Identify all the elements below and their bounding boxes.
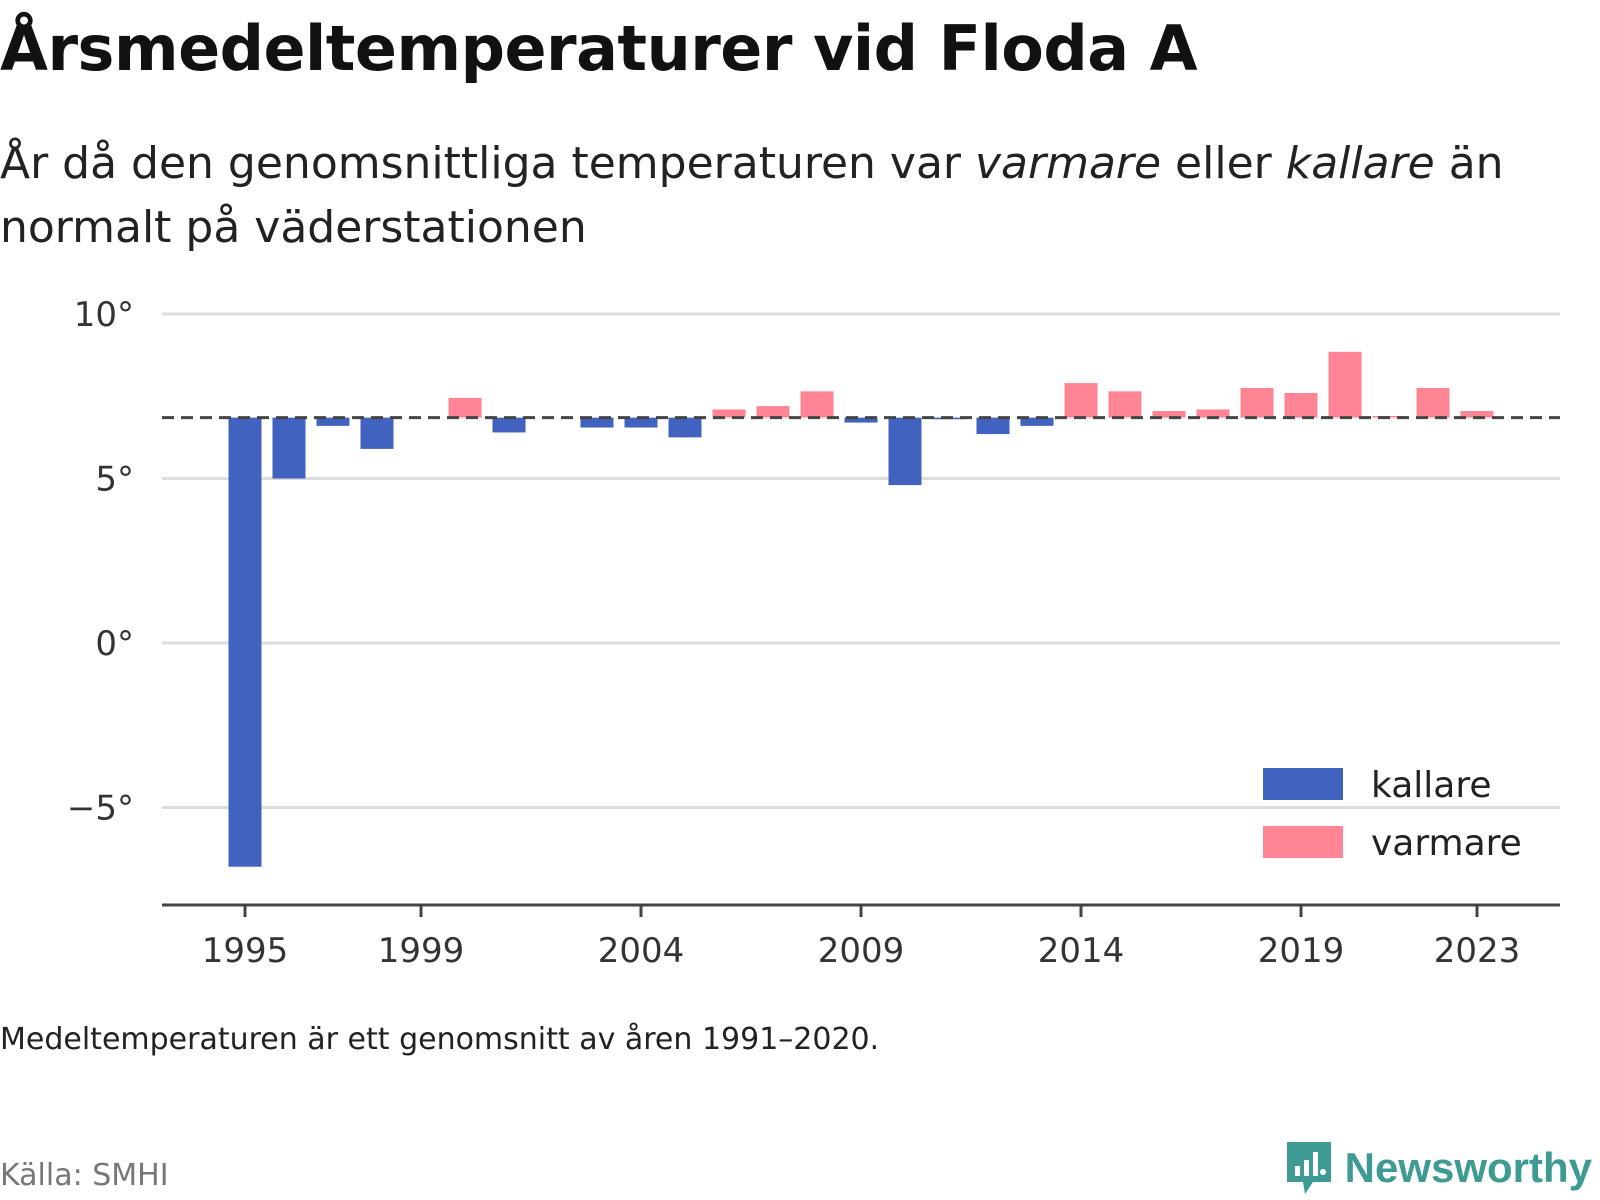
x-tick-label: 2004 bbox=[598, 931, 685, 971]
y-tick-label: 10° bbox=[74, 295, 134, 335]
bar-2004 bbox=[624, 417, 658, 428]
bar-2015 bbox=[1108, 391, 1142, 418]
subtitle-colder: kallare bbox=[1285, 138, 1435, 189]
x-tick-label: 2019 bbox=[1258, 931, 1345, 971]
chart-subtitle: År då den genomsnittliga temperaturen va… bbox=[0, 132, 1560, 260]
bar-2013 bbox=[1020, 417, 1054, 426]
bar-2023 bbox=[1460, 411, 1494, 418]
legend-swatch-kallare bbox=[1263, 768, 1343, 800]
bar-2010 bbox=[888, 417, 922, 486]
x-tick-label: 2009 bbox=[818, 931, 905, 971]
footnote: Medeltemperaturen är ett genomsnitt av å… bbox=[0, 1022, 880, 1057]
y-tick-label: −5° bbox=[67, 789, 134, 829]
bar-2019 bbox=[1284, 392, 1318, 418]
chart-title: Årsmedeltemperaturer vid Floda A bbox=[0, 12, 1198, 85]
bar-2000 bbox=[448, 397, 482, 418]
bar-1996 bbox=[272, 417, 306, 479]
brand: Newsworthy bbox=[1283, 1138, 1592, 1198]
x-tick-label: 1999 bbox=[378, 931, 465, 971]
bar-2012 bbox=[976, 417, 1010, 435]
bar-2003 bbox=[580, 417, 614, 428]
y-tick-label: 5° bbox=[95, 460, 134, 500]
legend-label-kallare: kallare bbox=[1371, 765, 1492, 806]
bar-2014 bbox=[1064, 383, 1098, 418]
bar-2016 bbox=[1152, 411, 1186, 418]
subtitle-warmer: varmare bbox=[974, 138, 1162, 189]
subtitle-part-2: eller bbox=[1161, 138, 1286, 189]
source-credit: Källa: SMHI bbox=[0, 1158, 169, 1193]
x-tick-label: 2023 bbox=[1434, 931, 1521, 971]
bar-2008 bbox=[800, 391, 834, 418]
newsworthy-logo-icon bbox=[1286, 1142, 1331, 1194]
subtitle-part-3: än normalt på väderstationen bbox=[0, 138, 1504, 253]
y-tick-label: 0° bbox=[95, 624, 134, 664]
bar-2018 bbox=[1240, 388, 1274, 418]
x-tick-label: 1995 bbox=[202, 931, 289, 971]
bar-2022 bbox=[1416, 388, 1450, 418]
bar-1998 bbox=[360, 417, 394, 449]
bar-2020 bbox=[1328, 351, 1362, 418]
bar-2009 bbox=[844, 417, 878, 423]
bar-1995 bbox=[228, 417, 262, 867]
bar-2001 bbox=[492, 417, 526, 433]
bar-2006 bbox=[712, 409, 746, 418]
bar-2005 bbox=[668, 417, 702, 438]
legend-label-varmare: varmare bbox=[1371, 823, 1522, 864]
legend-swatch-varmare bbox=[1263, 826, 1343, 858]
bar-2007 bbox=[756, 406, 790, 418]
x-tick-label: 2014 bbox=[1038, 931, 1125, 971]
bar-1997 bbox=[316, 417, 350, 426]
bar-2017 bbox=[1196, 409, 1230, 418]
brand-name: Newsworthy bbox=[1344, 1144, 1592, 1191]
bar-chart: 10° 5° 0° −5° 1995 1999 2004 2009 2014 2019 2023 ka… bbox=[67, 295, 1560, 971]
subtitle-part-1: År då den genomsnittliga temperaturen va… bbox=[0, 138, 975, 189]
